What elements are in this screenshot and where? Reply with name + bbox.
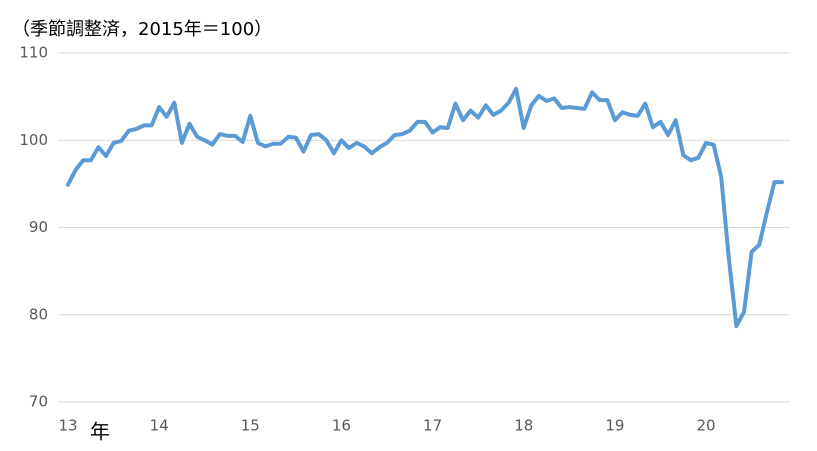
y-tick-label: 70: [29, 393, 48, 411]
x-tick-label: 16: [332, 417, 351, 435]
y-tick-label: 100: [19, 131, 48, 149]
x-tick-label: 18: [514, 417, 533, 435]
chart-title: （季節調整済，2015年＝100）: [12, 19, 272, 40]
x-tick-label: 20: [696, 417, 715, 435]
x-tick-label: 19: [605, 417, 624, 435]
x-tick-label: 15: [241, 417, 260, 435]
data-line: [66, 86, 784, 329]
y-tick-label: 80: [29, 305, 48, 323]
x-tick-label: 14: [150, 417, 169, 435]
x-tick-label: 17: [423, 417, 442, 435]
y-tick-label: 110: [19, 44, 48, 62]
y-tick-label: 90: [29, 218, 48, 236]
x-axis-label: 年: [90, 420, 110, 444]
x-tick-label: 13: [58, 417, 77, 435]
